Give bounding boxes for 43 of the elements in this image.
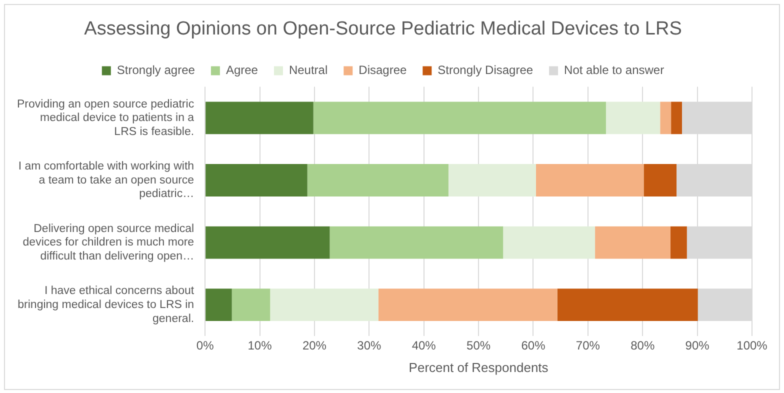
bar <box>606 102 660 134</box>
bar <box>378 288 558 322</box>
legend-label: Strongly Disagree <box>438 63 534 78</box>
y-tick-label: Delivering open source medical devices for children is much more difficult than delivering open… <box>22 222 194 263</box>
x-tick-label: 100% <box>736 338 768 353</box>
legend-label: Agree <box>226 63 258 78</box>
x-tick-label: 70% <box>576 338 600 353</box>
bar <box>536 164 644 196</box>
x-tick-label: 50% <box>466 338 491 353</box>
bar <box>206 102 314 134</box>
chart-title: Assessing Opinions on Open-Source Pediatric Medical Devices to LRS <box>84 18 682 40</box>
y-tick-label: I have ethical concerns about bringing medical devices to LRS in general. <box>18 285 195 325</box>
x-tick-label: 80% <box>630 338 655 353</box>
bar <box>206 288 232 322</box>
bar <box>206 164 308 196</box>
x-tick-label: 30% <box>357 338 382 353</box>
x-tick-label: 20% <box>302 338 327 353</box>
bar <box>503 226 596 259</box>
legend-label: Strongly agree <box>116 63 196 78</box>
bar <box>644 164 677 196</box>
legend-label: Disagree <box>358 63 407 78</box>
bar <box>307 164 448 196</box>
bar <box>270 288 378 322</box>
bar <box>595 226 671 259</box>
x-tick-label: 60% <box>521 338 546 353</box>
legend-label: Neutral <box>288 63 328 78</box>
x-tick-label: 90% <box>685 338 710 353</box>
bar <box>670 226 687 259</box>
bar <box>206 226 330 259</box>
bar <box>313 102 606 134</box>
x-axis-title: Percent of Respondents <box>408 360 549 375</box>
x-tick-label: 40% <box>412 338 436 353</box>
bar <box>671 102 682 134</box>
y-tick-label: I am comfortable with working with a team to take an open source pediatric… <box>18 160 194 200</box>
x-tick-label: 0% <box>196 338 214 353</box>
bar <box>330 226 504 259</box>
bar <box>448 164 536 196</box>
x-tick-label: 10% <box>248 338 272 353</box>
bar <box>232 288 270 322</box>
bar <box>660 102 672 134</box>
legend-label: Not able to answer <box>564 63 664 78</box>
bar <box>557 288 698 322</box>
y-tick-label: Providing an open source pediatric medical device to patients in a LRS is feasible. <box>16 98 195 138</box>
